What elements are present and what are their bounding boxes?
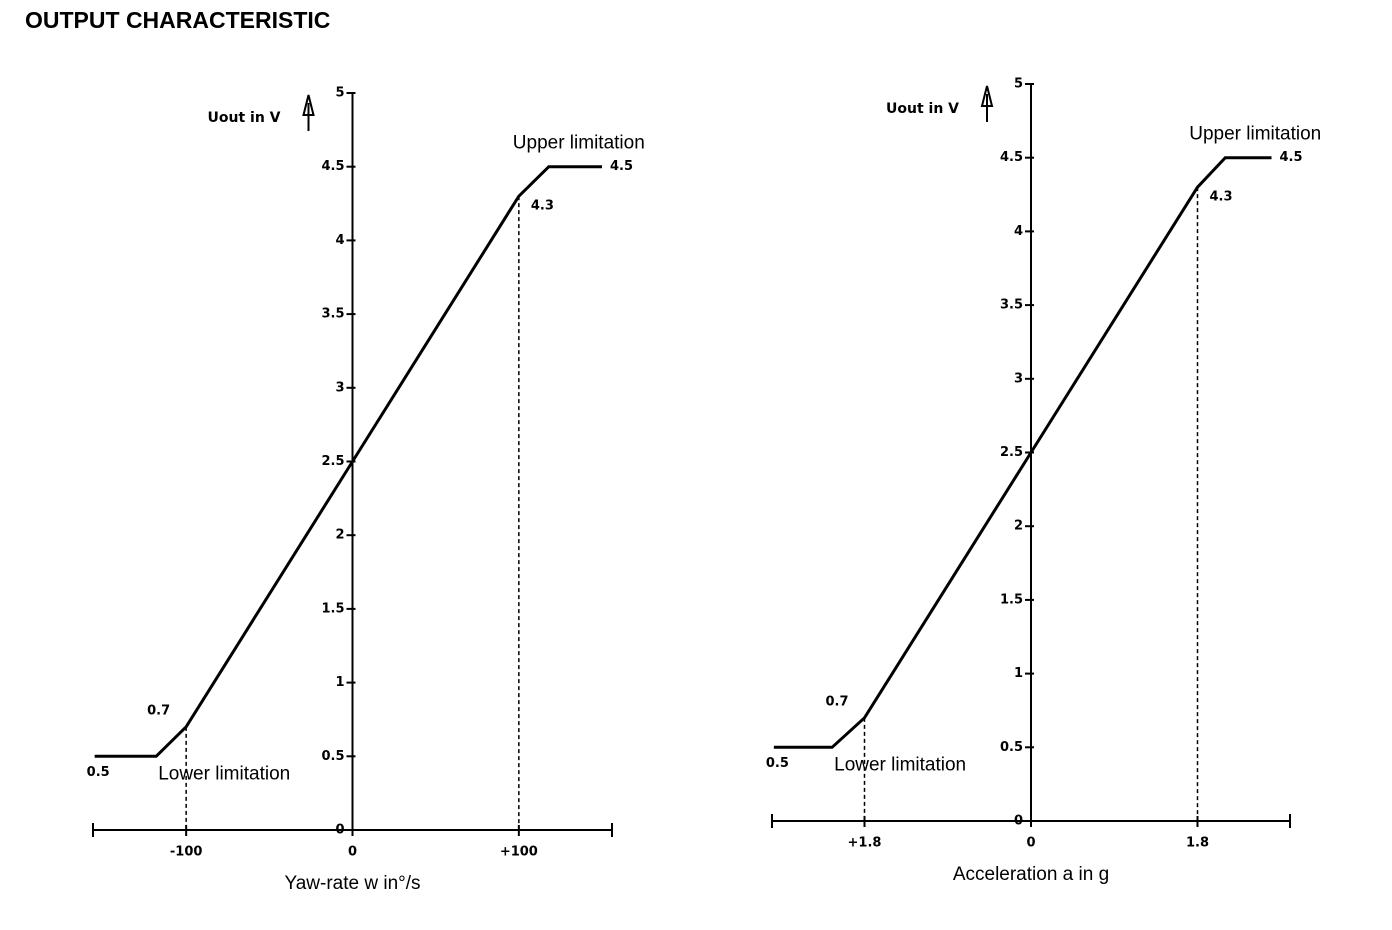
y-tick-label: 0.5: [321, 749, 344, 764]
value-label: 4.3: [1210, 190, 1233, 205]
y-tick-label: 2: [1014, 519, 1023, 534]
y-tick-label: 0: [335, 823, 344, 838]
value-label: 4.5: [610, 159, 633, 174]
data-line: [94, 165, 603, 758]
value-label: 0.7: [147, 703, 170, 718]
y-tick-label: 3.5: [321, 307, 344, 322]
y-tick-label: 2.5: [1000, 445, 1023, 460]
y-tick-label: 1.5: [1000, 592, 1023, 607]
y-tick-label: 2: [335, 528, 344, 543]
y-tick-label: 1: [1014, 666, 1023, 681]
x-tick-label: 0: [348, 845, 357, 860]
y-tick-label: 4: [1014, 224, 1023, 239]
y-tick-label: 5: [335, 86, 344, 101]
y-tick-label: 0: [1014, 814, 1023, 829]
y-tick-label: 3: [335, 380, 344, 395]
x-axis-label: Yaw-rate w in°/s: [284, 873, 420, 894]
y-tick-label: 2.5: [321, 454, 344, 469]
y-arrow: [302, 94, 315, 131]
y-axis-label: Uout in V: [208, 110, 281, 126]
y-tick-label: 3: [1014, 371, 1023, 386]
value-label: 4.3: [531, 199, 554, 214]
y-tick-label: 1.5: [321, 601, 344, 616]
y-tick-label: 0.5: [1000, 740, 1023, 755]
annotation: Lower limitation: [834, 754, 966, 775]
x-tick-label: +100: [500, 845, 538, 860]
value-label: 0.7: [825, 694, 848, 709]
x-axis-label: Acceleration a in g: [953, 864, 1109, 885]
y-tick-label: 4.5: [321, 159, 344, 174]
x-tick-label: -100: [170, 845, 203, 860]
annotation: Lower limitation: [158, 763, 290, 784]
page-title: OUTPUT CHARACTERISTIC: [25, 7, 330, 33]
x-tick-label: 0: [1026, 836, 1035, 851]
y-axis-label: Uout in V: [886, 101, 959, 117]
annotation: Upper limitation: [1189, 124, 1321, 145]
y-tick-label: 4.5: [1000, 150, 1023, 165]
data-line: [773, 156, 1272, 749]
y-tick-label: 3.5: [1000, 298, 1023, 313]
value-label: 0.5: [766, 756, 789, 771]
y-tick-label: 1: [335, 675, 344, 690]
y-arrow: [980, 85, 994, 122]
y-tick-label: 4: [335, 233, 344, 248]
annotation: Upper limitation: [513, 133, 645, 154]
value-label: 0.5: [87, 765, 110, 780]
x-tick-label: +1.8: [848, 836, 882, 851]
y-tick-label: 5: [1014, 77, 1023, 92]
value-label: 4.5: [1280, 150, 1303, 165]
x-tick-label: 1.8: [1186, 836, 1209, 851]
